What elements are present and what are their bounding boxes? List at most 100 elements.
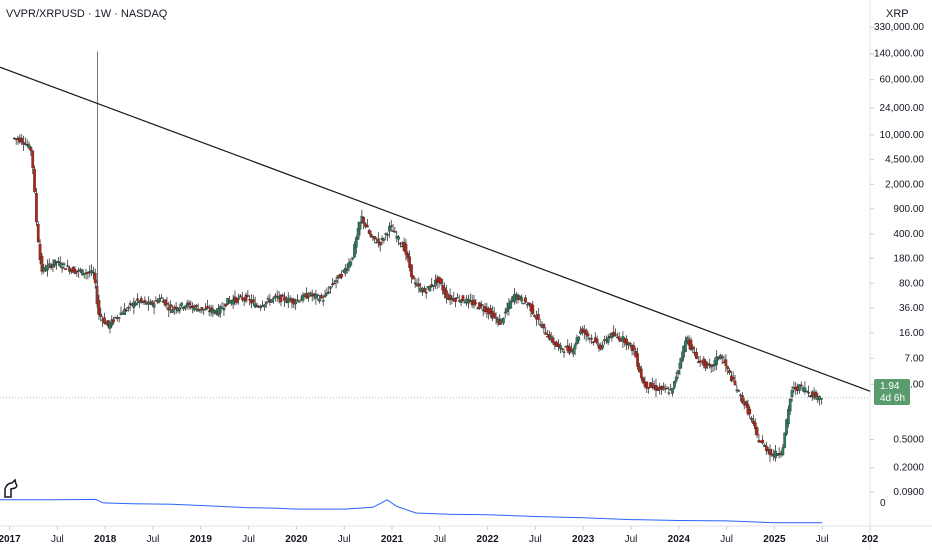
candle-body bbox=[393, 231, 397, 233]
candle-body bbox=[573, 344, 577, 350]
candle-body bbox=[163, 299, 167, 306]
candle-body bbox=[410, 264, 413, 278]
candle-body bbox=[761, 439, 764, 444]
candle-body bbox=[673, 381, 676, 388]
candle-body bbox=[559, 345, 562, 349]
candle-body bbox=[650, 382, 654, 388]
candle-body bbox=[246, 295, 250, 297]
candle-body bbox=[207, 310, 211, 313]
candle-body bbox=[445, 290, 448, 299]
candle-body bbox=[741, 395, 744, 404]
candle-body bbox=[586, 333, 590, 337]
candle-body bbox=[369, 233, 373, 238]
price-tick-label: 900.00 bbox=[893, 204, 924, 215]
price-tick-label: 140,000.00 bbox=[874, 49, 924, 60]
candle-body bbox=[590, 338, 593, 340]
candle-body bbox=[143, 300, 147, 302]
candle-body bbox=[343, 267, 347, 274]
candle-body bbox=[365, 225, 369, 228]
time-tick-label: 2024 bbox=[668, 534, 691, 545]
candle-body bbox=[244, 294, 248, 302]
candle-body bbox=[36, 224, 40, 243]
symbol-title[interactable]: VVPR/XRPUSD · 1W · NASDAQ bbox=[6, 8, 168, 20]
candle-body bbox=[40, 255, 44, 272]
candle-body bbox=[807, 392, 810, 394]
candle-body bbox=[90, 270, 93, 274]
candle-body bbox=[775, 453, 779, 456]
candle-body bbox=[266, 298, 270, 300]
price-axis[interactable]: 0.0900 0.2000 0.5000 3.00 7.00 16.00 36.00 80.0… bbox=[870, 22, 924, 498]
candle-body bbox=[27, 144, 31, 149]
candle-body bbox=[367, 230, 371, 234]
candle-body bbox=[384, 233, 388, 235]
candle-body bbox=[307, 296, 310, 298]
candle-body bbox=[803, 387, 807, 393]
price-tick-label: 4,500.00 bbox=[885, 154, 924, 165]
candle-body bbox=[93, 272, 97, 284]
candle-body bbox=[748, 409, 752, 415]
candle-body bbox=[728, 370, 731, 373]
time-tick-label: Jul bbox=[433, 534, 446, 545]
candle-body bbox=[577, 336, 581, 341]
price-tick-label: 2,000.00 bbox=[885, 179, 924, 190]
candle-body bbox=[274, 295, 277, 298]
candle-body bbox=[787, 408, 790, 425]
candle-body bbox=[386, 234, 389, 236]
candle-body bbox=[757, 439, 761, 443]
candle-body bbox=[235, 298, 239, 303]
candle-body bbox=[404, 244, 408, 255]
time-tick-label: Jul bbox=[816, 534, 829, 545]
candle-body bbox=[783, 432, 787, 448]
candle-body bbox=[542, 323, 546, 329]
tradingview-logo-icon[interactable] bbox=[4, 478, 18, 498]
time-axis[interactable]: 2017 Jul 2018 Jul 2019 Jul 2020 Jul 2021 Jul 2022 J… bbox=[0, 526, 879, 545]
candle-body bbox=[531, 304, 535, 314]
candle-body bbox=[680, 357, 684, 363]
trendline[interactable] bbox=[0, 66, 871, 392]
candle-body bbox=[522, 302, 525, 305]
candle-body bbox=[66, 265, 70, 267]
candle-body bbox=[636, 353, 639, 367]
candle-body bbox=[524, 297, 527, 303]
price-tick-label: 80.00 bbox=[899, 278, 924, 289]
candle-body bbox=[584, 329, 588, 335]
candle-body bbox=[248, 299, 252, 301]
candle-body bbox=[489, 308, 492, 313]
price-tick-label: 0.5000 bbox=[893, 434, 924, 445]
indicator-axis-label: 0 bbox=[880, 498, 886, 509]
candle-body bbox=[308, 292, 312, 296]
candle-body bbox=[503, 311, 507, 314]
candle-body bbox=[628, 343, 632, 345]
candle-body bbox=[454, 298, 457, 302]
candle-body bbox=[264, 301, 268, 305]
candle-body bbox=[332, 282, 336, 285]
candle-body bbox=[95, 286, 99, 305]
candle-body bbox=[301, 294, 305, 301]
candle-body bbox=[279, 294, 283, 303]
candle-body bbox=[373, 236, 377, 240]
price-tick-label: 180.00 bbox=[893, 253, 924, 264]
candle-body bbox=[305, 293, 309, 299]
candle-body bbox=[461, 295, 465, 301]
time-tick-label: Jul bbox=[242, 534, 255, 545]
candle-body bbox=[138, 301, 141, 304]
candle-body bbox=[720, 356, 724, 359]
candle-body bbox=[82, 273, 86, 275]
candle-body bbox=[456, 297, 459, 299]
candle-body bbox=[820, 398, 823, 400]
candle-body bbox=[187, 302, 191, 306]
candle-body bbox=[707, 363, 711, 366]
candle-body bbox=[799, 384, 803, 387]
candle-body bbox=[518, 296, 522, 299]
time-tick-label: Jul bbox=[51, 534, 64, 545]
price-tick-label: 7.00 bbox=[905, 353, 925, 364]
candle-body bbox=[92, 272, 95, 274]
candle-body bbox=[724, 359, 728, 366]
candle-body bbox=[625, 338, 628, 345]
candle-body bbox=[178, 307, 182, 311]
candle-body bbox=[222, 308, 226, 311]
candle-body bbox=[358, 221, 362, 230]
time-tick-label: Jul bbox=[720, 534, 733, 545]
candle-body bbox=[691, 346, 695, 350]
candle-body bbox=[671, 387, 674, 394]
